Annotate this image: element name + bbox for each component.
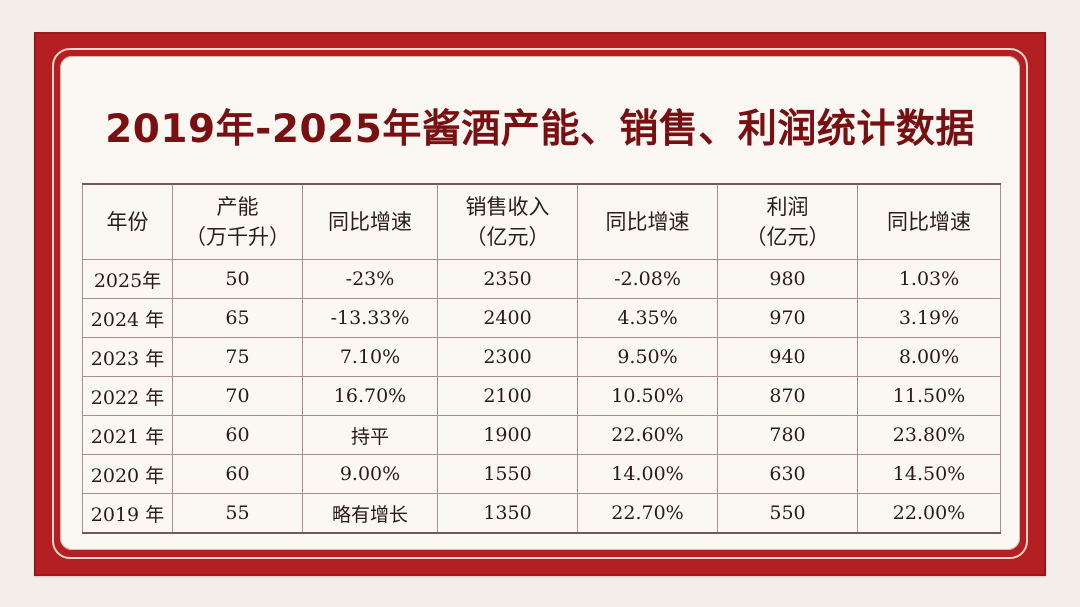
cell-year: 2022 年: [82, 376, 173, 416]
cell-sales-revenue: 2300: [437, 337, 578, 377]
cell-capacity-growth: -13.33%: [302, 298, 438, 338]
table-row: 2019 年 55 略有增长 1350 22.70% 550 22.00%: [82, 493, 1001, 534]
cell-sales-growth: 22.60%: [577, 415, 718, 455]
cell-profit: 780: [717, 415, 858, 455]
cell-year: 2019 年: [82, 493, 173, 534]
table-row: 2024 年 65 -13.33% 2400 4.35% 970 3.19%: [82, 298, 1001, 338]
cell-capacity-growth: 7.10%: [302, 337, 438, 377]
header-profit: 利润 （亿元）: [717, 183, 858, 260]
cell-sales-revenue: 2100: [437, 376, 578, 416]
cell-profit-growth: 14.50%: [857, 454, 1001, 494]
cell-profit: 630: [717, 454, 858, 494]
table-row: 2020 年 60 9.00% 1550 14.00% 630 14.50%: [82, 454, 1001, 494]
cell-year: 2024 年: [82, 298, 173, 338]
cell-profit-growth: 8.00%: [857, 337, 1001, 377]
cell-capacity: 60: [172, 454, 303, 494]
table-row: 2022 年 70 16.70% 2100 10.50% 870 11.50%: [82, 376, 1001, 416]
cell-capacity-growth: 16.70%: [302, 376, 438, 416]
cell-capacity: 55: [172, 493, 303, 534]
cell-sales-growth: 22.70%: [577, 493, 718, 534]
cell-capacity: 50: [172, 259, 303, 299]
header-sales-growth: 同比增速: [577, 183, 718, 260]
cell-sales-revenue: 1350: [437, 493, 578, 534]
table-row: 2021 年 60 持平 1900 22.60% 780 23.80%: [82, 415, 1001, 455]
cell-sales-revenue: 2350: [437, 259, 578, 299]
cell-year: 2021 年: [82, 415, 173, 455]
cell-sales-growth: 10.50%: [577, 376, 718, 416]
cell-profit: 970: [717, 298, 858, 338]
cell-year: 2020 年: [82, 454, 173, 494]
cell-profit: 980: [717, 259, 858, 299]
cell-year: 2025年: [82, 259, 173, 299]
cell-profit: 550: [717, 493, 858, 534]
cell-profit-growth: 1.03%: [857, 259, 1001, 299]
cell-capacity: 65: [172, 298, 303, 338]
cell-profit-growth: 3.19%: [857, 298, 1001, 338]
cell-sales-growth: 14.00%: [577, 454, 718, 494]
header-year: 年份: [82, 183, 173, 260]
cell-capacity: 75: [172, 337, 303, 377]
cell-capacity: 60: [172, 415, 303, 455]
cell-sales-revenue: 2400: [437, 298, 578, 338]
cell-capacity-growth: 9.00%: [302, 454, 438, 494]
statistics-table: 年份 产能 （万千升） 同比增速 销售收入 （亿元） 同比增速 利润 （亿元） …: [82, 183, 1001, 534]
table-row: 2023 年 75 7.10% 2300 9.50% 940 8.00%: [82, 337, 1001, 377]
cell-capacity-growth: 略有增长: [302, 493, 438, 534]
cell-sales-growth: 4.35%: [577, 298, 718, 338]
cell-capacity-growth: -23%: [302, 259, 438, 299]
cell-year: 2023 年: [82, 337, 173, 377]
cell-sales-growth: -2.08%: [577, 259, 718, 299]
cell-capacity-growth: 持平: [302, 415, 438, 455]
table-row: 2025年 50 -23% 2350 -2.08% 980 1.03%: [82, 259, 1001, 299]
cell-profit-growth: 22.00%: [857, 493, 1001, 534]
cell-sales-revenue: 1550: [437, 454, 578, 494]
cell-capacity: 70: [172, 376, 303, 416]
cell-profit-growth: 11.50%: [857, 376, 1001, 416]
cell-sales-revenue: 1900: [437, 415, 578, 455]
header-capacity: 产能 （万千升）: [172, 183, 303, 260]
header-sales-revenue: 销售收入 （亿元）: [437, 183, 578, 260]
page-title: 2019年-2025年酱酒产能、销售、利润统计数据: [105, 107, 975, 152]
frame-border: [52, 48, 1028, 559]
cell-sales-growth: 9.50%: [577, 337, 718, 377]
cell-profit-growth: 23.80%: [857, 415, 1001, 455]
cell-profit: 870: [717, 376, 858, 416]
header-capacity-growth: 同比增速: [302, 183, 438, 260]
cell-profit: 940: [717, 337, 858, 377]
table-header-row: 年份 产能 （万千升） 同比增速 销售收入 （亿元） 同比增速 利润 （亿元） …: [82, 183, 1001, 260]
header-profit-growth: 同比增速: [857, 183, 1001, 260]
